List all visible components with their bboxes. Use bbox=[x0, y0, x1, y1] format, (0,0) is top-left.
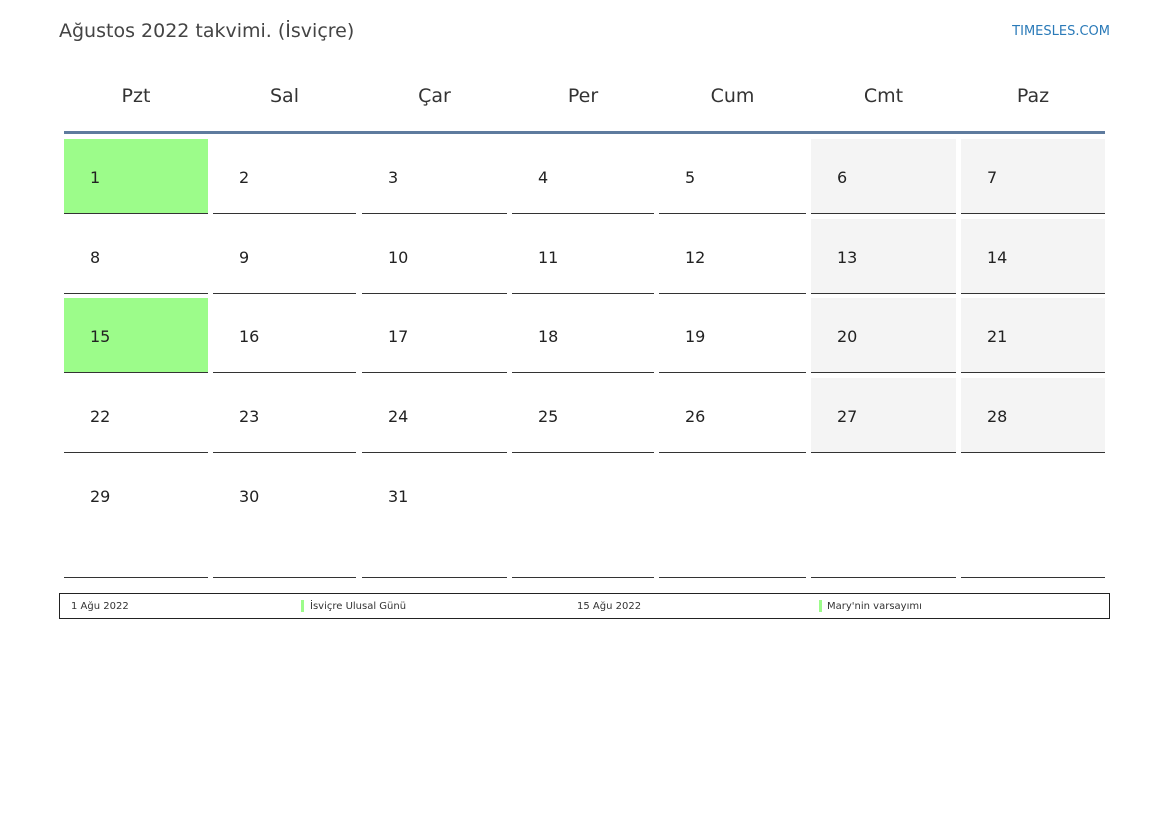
weekday-header-thu: Per bbox=[567, 85, 599, 107]
day-cell-23: 23 bbox=[213, 378, 356, 453]
day-cell-2: 2 bbox=[213, 139, 356, 214]
day-cell-14: 14 bbox=[961, 219, 1105, 294]
legend-holiday-name: İsviçre Ulusal Günü bbox=[310, 601, 407, 612]
day-number: 30 bbox=[239, 487, 260, 506]
day-number: 7 bbox=[987, 168, 998, 187]
day-number: 1 bbox=[90, 168, 101, 187]
weekday-header-fri: Cum bbox=[710, 85, 755, 107]
day-cell-20: 20 bbox=[811, 298, 956, 373]
day-number: 26 bbox=[685, 407, 706, 426]
day-cell-25: 25 bbox=[512, 378, 654, 453]
day-cell-5: 5 bbox=[659, 139, 806, 214]
day-cell-6: 6 bbox=[811, 139, 956, 214]
day-number: 14 bbox=[987, 248, 1008, 267]
day-cell-1: 1 bbox=[64, 139, 208, 214]
day-cell-26: 26 bbox=[659, 378, 806, 453]
weekday-header-row: Pzt Sal Çar Per Cum Cmt Paz bbox=[0, 85, 1169, 115]
day-cell-28: 28 bbox=[961, 378, 1105, 453]
day-number: 22 bbox=[90, 407, 111, 426]
site-link[interactable]: TIMESLES.COM bbox=[1012, 24, 1110, 39]
day-cell-17: 17 bbox=[362, 298, 507, 373]
day-number: 16 bbox=[239, 327, 260, 346]
day-number: 28 bbox=[987, 407, 1008, 426]
day-cell-12: 12 bbox=[659, 219, 806, 294]
day-number: 9 bbox=[239, 248, 250, 267]
day-number: 21 bbox=[987, 327, 1008, 346]
day-cell-24: 24 bbox=[362, 378, 507, 453]
day-cell-11: 11 bbox=[512, 219, 654, 294]
day-number: 11 bbox=[538, 248, 559, 267]
day-cell-4: 4 bbox=[512, 139, 654, 214]
day-number: 25 bbox=[538, 407, 559, 426]
day-number: 27 bbox=[837, 407, 858, 426]
day-number: 13 bbox=[837, 248, 858, 267]
legend-date: 15 Ağu 2022 bbox=[577, 601, 642, 612]
day-cell-13: 13 bbox=[811, 219, 956, 294]
day-number: 6 bbox=[837, 168, 848, 187]
weekday-header-wed: Çar bbox=[418, 85, 451, 107]
legend-holiday-name: Mary'nin varsayımı bbox=[827, 601, 922, 612]
day-number: 31 bbox=[388, 487, 409, 506]
day-number: 17 bbox=[388, 327, 409, 346]
day-cell-29: 29 bbox=[64, 458, 208, 578]
header-divider bbox=[64, 131, 1105, 134]
day-cell-empty bbox=[512, 458, 654, 578]
day-number: 3 bbox=[388, 168, 399, 187]
legend-color-bar bbox=[301, 600, 304, 612]
day-number: 24 bbox=[388, 407, 409, 426]
day-number: 2 bbox=[239, 168, 250, 187]
weekday-header-mon: Pzt bbox=[121, 85, 151, 107]
day-number: 10 bbox=[388, 248, 409, 267]
day-number: 15 bbox=[90, 327, 111, 346]
day-number: 18 bbox=[538, 327, 559, 346]
day-cell-3: 3 bbox=[362, 139, 507, 214]
day-cell-15: 15 bbox=[64, 298, 208, 373]
day-cell-30: 30 bbox=[213, 458, 356, 578]
day-number: 29 bbox=[90, 487, 111, 506]
day-number: 5 bbox=[685, 168, 696, 187]
page-title: Ağustos 2022 takvimi. (İsviçre) bbox=[59, 20, 355, 42]
day-cell-empty bbox=[811, 458, 956, 578]
day-cell-21: 21 bbox=[961, 298, 1105, 373]
day-cell-19: 19 bbox=[659, 298, 806, 373]
day-cell-9: 9 bbox=[213, 219, 356, 294]
legend-date: 1 Ağu 2022 bbox=[71, 601, 129, 612]
day-cell-18: 18 bbox=[512, 298, 654, 373]
weekday-header-tue: Sal bbox=[270, 85, 299, 107]
day-cell-7: 7 bbox=[961, 139, 1105, 214]
day-cell-8: 8 bbox=[64, 219, 208, 294]
day-cell-22: 22 bbox=[64, 378, 208, 453]
day-number: 4 bbox=[538, 168, 549, 187]
legend-color-bar bbox=[819, 600, 822, 612]
weekday-header-sun: Paz bbox=[1016, 85, 1050, 107]
day-cell-empty bbox=[659, 458, 806, 578]
holiday-legend: 1 Ağu 2022 İsviçre Ulusal Günü 15 Ağu 20… bbox=[59, 593, 1110, 619]
day-number: 12 bbox=[685, 248, 706, 267]
day-number: 19 bbox=[685, 327, 706, 346]
day-number: 23 bbox=[239, 407, 260, 426]
day-number: 8 bbox=[90, 248, 101, 267]
day-number: 20 bbox=[837, 327, 858, 346]
day-cell-31: 31 bbox=[362, 458, 507, 578]
day-cell-10: 10 bbox=[362, 219, 507, 294]
day-cell-empty bbox=[961, 458, 1105, 578]
day-cell-27: 27 bbox=[811, 378, 956, 453]
day-cell-16: 16 bbox=[213, 298, 356, 373]
weekday-header-sat: Cmt bbox=[863, 85, 904, 107]
